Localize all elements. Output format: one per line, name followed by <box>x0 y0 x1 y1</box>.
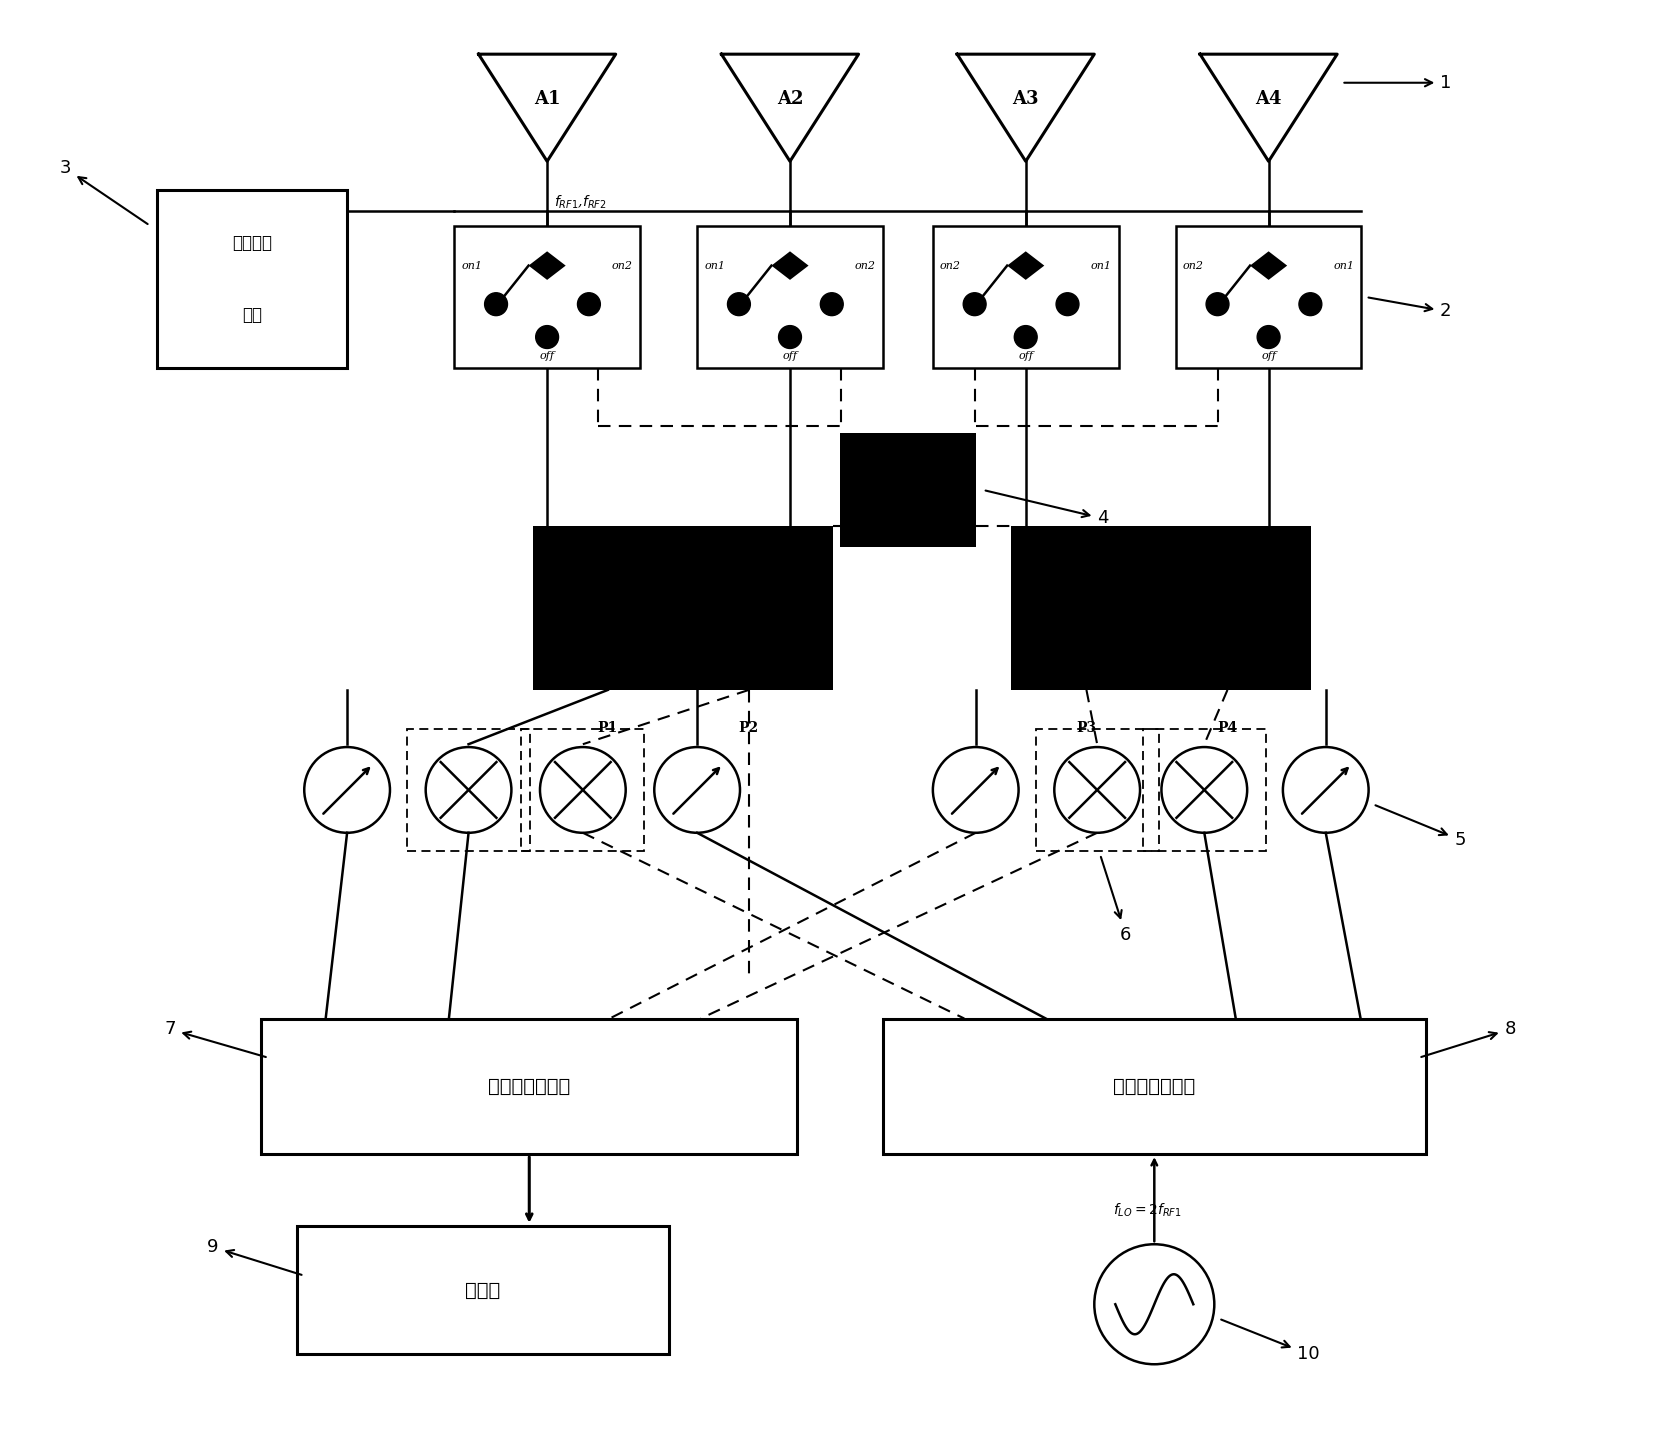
Text: 8: 8 <box>1421 1020 1515 1058</box>
Text: 1: 1 <box>1344 73 1452 92</box>
Bar <box>454 226 640 368</box>
Bar <box>1142 729 1265 851</box>
Bar <box>262 1019 796 1154</box>
Circle shape <box>727 293 751 316</box>
Circle shape <box>820 293 843 316</box>
Text: P2: P2 <box>739 721 759 736</box>
Bar <box>521 729 643 851</box>
Text: on2: on2 <box>941 260 961 270</box>
Bar <box>932 226 1119 368</box>
Text: 2: 2 <box>1369 297 1452 320</box>
Circle shape <box>963 293 986 316</box>
Bar <box>1011 526 1312 690</box>
Bar <box>407 729 529 851</box>
Text: on2: on2 <box>855 260 875 270</box>
Polygon shape <box>529 251 566 280</box>
Text: A4: A4 <box>1255 91 1282 108</box>
Circle shape <box>778 326 801 349</box>
Text: off: off <box>539 351 554 361</box>
Text: 四路功率合成器: 四路功率合成器 <box>489 1076 571 1096</box>
Circle shape <box>1299 293 1322 316</box>
Polygon shape <box>1250 251 1287 280</box>
Bar <box>884 1019 1426 1154</box>
Text: 6: 6 <box>1100 856 1131 944</box>
Text: on1: on1 <box>462 260 482 270</box>
Polygon shape <box>771 251 808 280</box>
Circle shape <box>536 326 558 349</box>
Text: off: off <box>1018 351 1033 361</box>
Text: P3: P3 <box>1077 721 1097 736</box>
Text: P4: P4 <box>1218 721 1238 736</box>
Text: on2: on2 <box>612 260 633 270</box>
Text: off: off <box>1262 351 1277 361</box>
Circle shape <box>484 293 507 316</box>
Circle shape <box>1015 326 1037 349</box>
Text: 4: 4 <box>986 490 1109 527</box>
Circle shape <box>1206 293 1230 316</box>
Text: 3: 3 <box>60 160 148 224</box>
Text: on1: on1 <box>1334 260 1354 270</box>
Text: 接收机: 接收机 <box>465 1280 501 1299</box>
Circle shape <box>578 293 600 316</box>
Text: off: off <box>783 351 798 361</box>
Text: 四路功率分配器: 四路功率分配器 <box>1114 1076 1196 1096</box>
Bar <box>1176 226 1361 368</box>
Text: A2: A2 <box>776 91 803 108</box>
Bar <box>158 190 348 368</box>
Circle shape <box>1057 293 1079 316</box>
Text: P1: P1 <box>598 721 618 736</box>
Text: 9: 9 <box>207 1239 302 1275</box>
Bar <box>840 433 976 547</box>
Circle shape <box>1257 326 1280 349</box>
Text: A1: A1 <box>534 91 561 108</box>
Text: on2: on2 <box>1183 260 1205 270</box>
Text: 7: 7 <box>165 1020 265 1058</box>
Polygon shape <box>1006 251 1045 280</box>
Text: 电路: 电路 <box>242 306 262 323</box>
Text: on1: on1 <box>704 260 726 270</box>
Text: 10: 10 <box>1221 1319 1320 1364</box>
Bar <box>297 1226 669 1354</box>
Bar <box>1037 729 1159 851</box>
Text: on1: on1 <box>1090 260 1112 270</box>
Text: 开关控制: 开关控制 <box>232 234 272 253</box>
Text: $f_{RF1}$,$f_{RF2}$: $f_{RF1}$,$f_{RF2}$ <box>554 194 606 211</box>
Text: 5: 5 <box>1376 805 1467 849</box>
Bar <box>697 226 884 368</box>
Bar <box>533 526 833 690</box>
Text: $f_{LO}=2f_{RF1}$: $f_{LO}=2f_{RF1}$ <box>1112 1201 1181 1219</box>
Text: A3: A3 <box>1013 91 1038 108</box>
